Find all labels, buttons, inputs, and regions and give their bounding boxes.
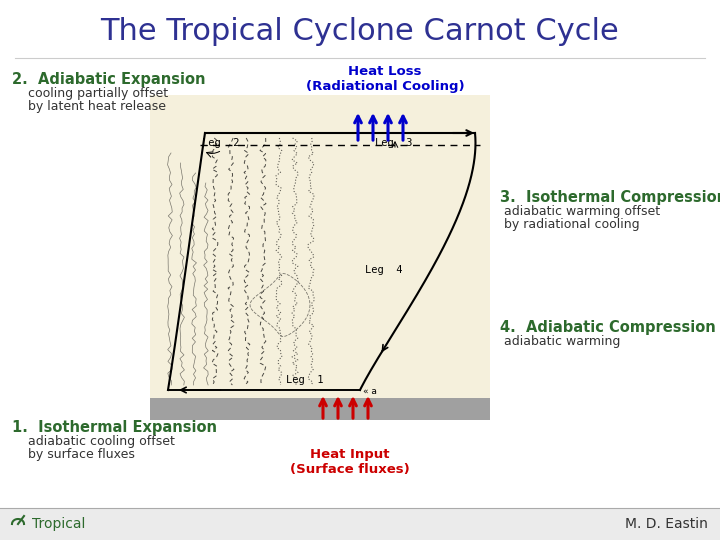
Text: by latent heat release: by latent heat release — [28, 100, 166, 113]
Text: adiabatic cooling offset: adiabatic cooling offset — [28, 435, 175, 448]
Text: Leg  4: Leg 4 — [365, 265, 402, 275]
Text: adiabatic warming: adiabatic warming — [504, 335, 621, 348]
Text: 2.  Adiabatic Expansion: 2. Adiabatic Expansion — [12, 72, 205, 87]
Text: adiabatic warming offset: adiabatic warming offset — [504, 205, 660, 218]
Text: 3.  Isothermal Compression: 3. Isothermal Compression — [500, 190, 720, 205]
Text: « a: « a — [363, 388, 377, 396]
Text: Tropical: Tropical — [32, 517, 86, 531]
Text: M. D. Eastin: M. D. Eastin — [625, 517, 708, 531]
Text: cooling partially offset: cooling partially offset — [28, 87, 168, 100]
Text: Leg  2: Leg 2 — [202, 138, 240, 148]
Text: by surface fluxes: by surface fluxes — [28, 448, 135, 461]
Text: The Tropical Cyclone Carnot Cycle: The Tropical Cyclone Carnot Cycle — [101, 17, 619, 46]
Text: Heat Input
(Surface fluxes): Heat Input (Surface fluxes) — [290, 448, 410, 476]
Text: by radiational cooling: by radiational cooling — [504, 218, 639, 231]
Bar — [150, 95, 490, 420]
Bar — [0, 508, 720, 540]
Bar — [150, 398, 490, 420]
Text: Leg  3: Leg 3 — [375, 138, 413, 148]
Text: 4.  Adiabatic Compression: 4. Adiabatic Compression — [500, 320, 716, 335]
Text: 1.  Isothermal Expansion: 1. Isothermal Expansion — [12, 420, 217, 435]
Text: Leg  1: Leg 1 — [287, 375, 324, 385]
Text: Heat Loss
(Radiational Cooling): Heat Loss (Radiational Cooling) — [306, 65, 464, 93]
